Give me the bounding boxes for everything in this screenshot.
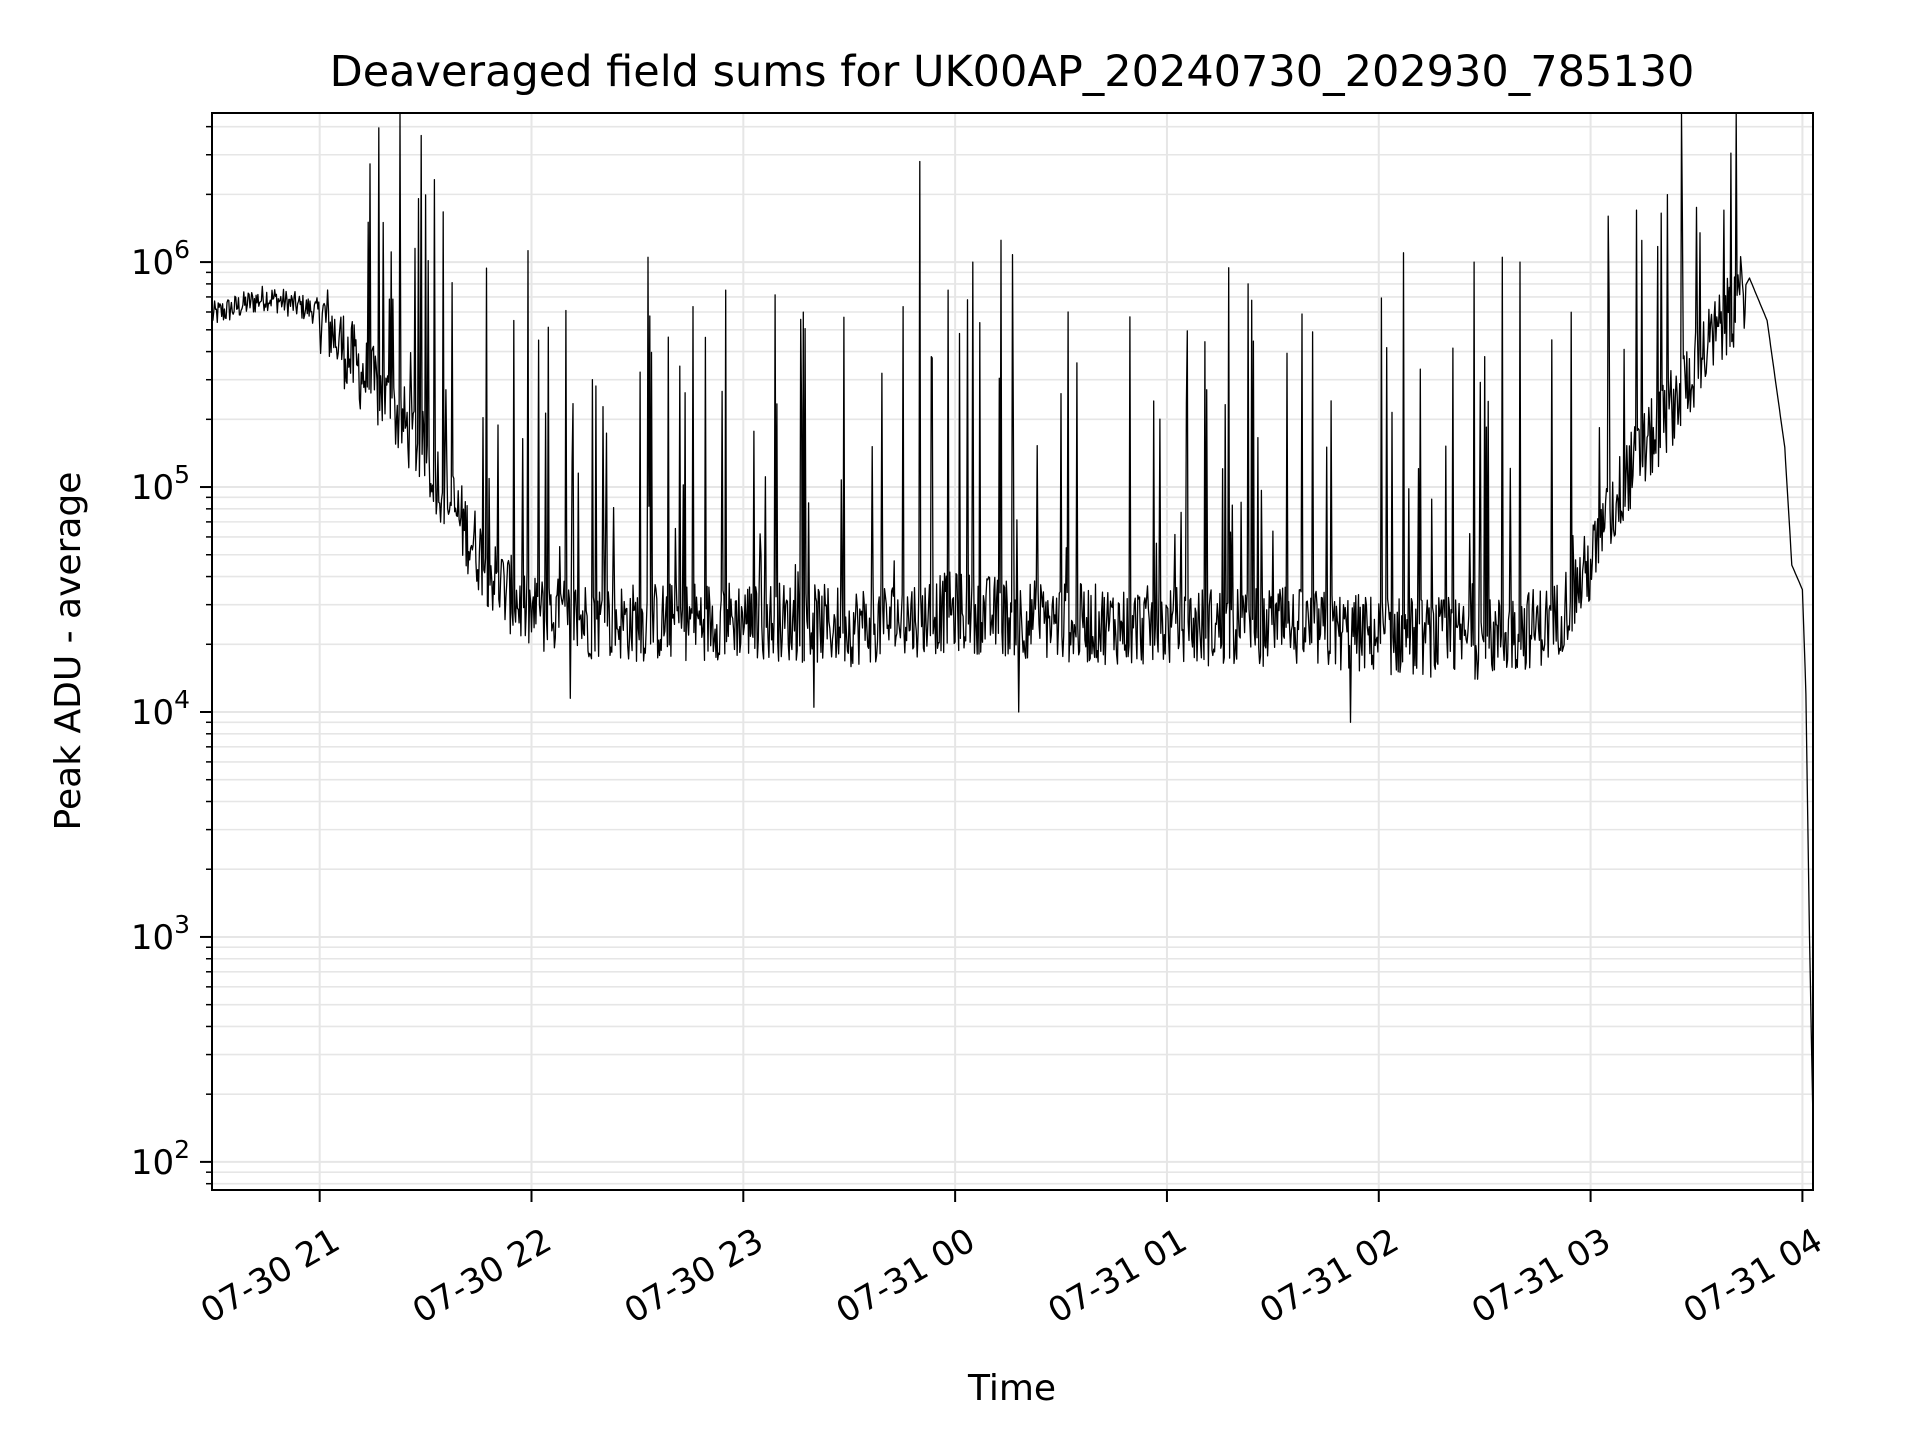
y-axis: 102 103 104 105 106 [131,125,212,1185]
y-tick-label: 106 [131,235,190,283]
chart-title: Deaveraged field sums for UK00AP_2024073… [330,47,1695,97]
y-axis-label: Peak ADU - average [48,472,89,831]
plot-frame [211,112,1814,1191]
grid [212,113,1813,1190]
plot-line [211,112,1814,1123]
series-line [211,112,1814,1123]
y-tick-label: 105 [131,460,190,508]
y-tick-label: 102 [131,1135,190,1183]
y-tick-label: 104 [131,685,190,733]
x-axis-label: Time [967,1368,1056,1409]
y-tick-label: 103 [131,910,190,958]
